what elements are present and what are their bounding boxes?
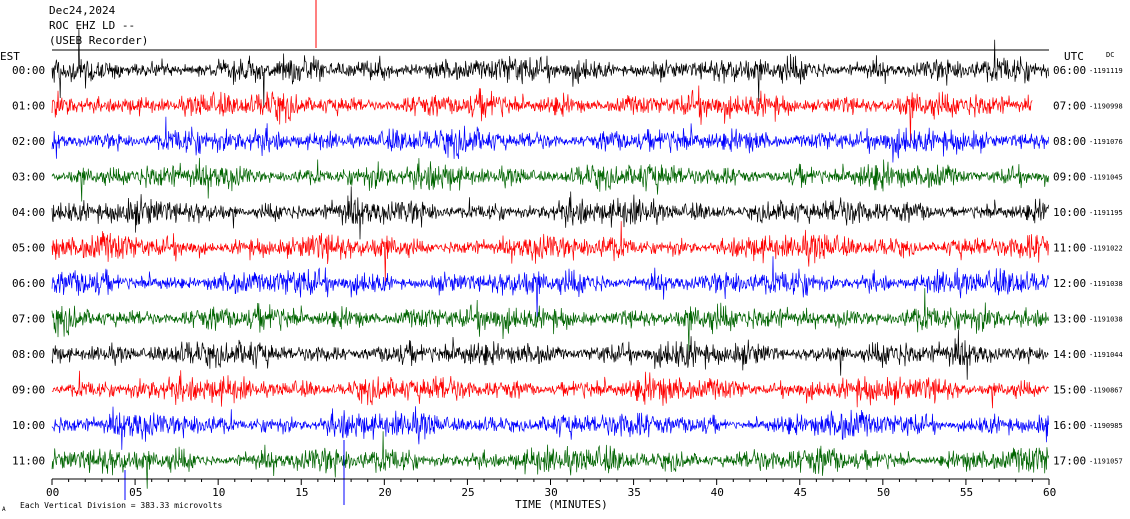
utc-hour-label: 11:00	[1053, 242, 1086, 255]
utc-hour-label: 10:00	[1053, 206, 1086, 219]
utc-hour-label: 06:00	[1053, 64, 1086, 77]
left-time-labels: 00:00 01:00 02:00 03:00 04:00 05:00 06:00 07:00…	[12, 64, 45, 468]
x-tick-label: 55	[960, 486, 973, 499]
dc-offset-labels: -1191119 -1190998 -1191076 -1191045 -1191195…	[1089, 67, 1123, 466]
dc-offset-value: -1191038	[1089, 280, 1123, 288]
utc-hour-label: 13:00	[1053, 313, 1086, 326]
x-tick-label: 50	[877, 486, 890, 499]
est-hour-label: 04:00	[12, 206, 45, 219]
dc-offset-value: -1191119	[1089, 67, 1123, 75]
x-tick-label: 10	[212, 486, 225, 499]
dc-offset-value: -1190867	[1089, 387, 1123, 395]
dc-offset-value: -1191195	[1089, 209, 1123, 217]
plot-frame	[51, 49, 1050, 485]
scale-footnote: Each Vertical Division = 383.33 microvol…	[20, 501, 222, 510]
seismogram-trace	[51, 28, 1049, 109]
dc-offset-value: -1191045	[1089, 174, 1123, 182]
est-hour-label: 10:00	[12, 419, 45, 432]
est-hour-label: 06:00	[12, 277, 45, 290]
utc-hour-label: 16:00	[1053, 419, 1086, 432]
est-hour-label: 09:00	[12, 384, 45, 397]
est-hour-label: 11:00	[12, 455, 45, 468]
x-tick-label: 40	[711, 486, 724, 499]
utc-hour-label: 09:00	[1053, 171, 1086, 184]
dc-header-label: DC	[1106, 51, 1114, 59]
seismogram-trace	[51, 221, 1049, 283]
left-axis-title: EST	[0, 50, 20, 63]
x-tick-labels: 00 05 10 15 20 25 30 35 40 45 50 55 60	[46, 486, 1056, 499]
x-tick-label: 25	[461, 486, 474, 499]
est-hour-label: 05:00	[12, 242, 45, 255]
corner-mark: A	[2, 506, 6, 513]
est-hour-label: 07:00	[12, 313, 45, 326]
seismogram-trace	[51, 370, 1049, 409]
recorder-label: (USEB Recorder)	[49, 34, 149, 47]
seismogram-trace	[51, 256, 1049, 318]
est-hour-label: 08:00	[12, 348, 45, 361]
right-time-labels: 06:00 07:00 08:00 09:00 10:00 11:00 12:00 13:00…	[1053, 64, 1086, 468]
seismogram-trace	[51, 431, 1049, 489]
x-tick-label: 45	[794, 486, 807, 499]
utc-hour-label: 14:00	[1053, 348, 1086, 361]
dc-offset-value: -1190998	[1089, 103, 1123, 111]
right-axis-title: UTC	[1064, 50, 1084, 63]
utc-hour-label: 07:00	[1053, 100, 1086, 113]
dc-offset-value: -1191022	[1089, 245, 1123, 253]
dc-offset-value: -1191076	[1089, 138, 1123, 146]
x-tick-label: 00	[46, 486, 59, 499]
dc-offset-value: -1190985	[1089, 422, 1123, 430]
x-tick-label: 60	[1043, 486, 1056, 499]
est-hour-label: 00:00	[12, 64, 45, 77]
utc-hour-label: 15:00	[1053, 384, 1086, 397]
date-label: Dec24,2024	[49, 4, 116, 17]
seismogram-trace	[51, 157, 1049, 202]
dc-offset-value: -1191044	[1089, 351, 1123, 359]
seismogram-trace	[51, 288, 1049, 353]
x-tick-label: 15	[295, 486, 308, 499]
dc-offset-value: -1191057	[1089, 458, 1123, 466]
seismogram-trace	[51, 186, 1049, 240]
utc-hour-label: 17:00	[1053, 455, 1086, 468]
seismogram-trace	[51, 406, 1049, 450]
seismogram-trace	[51, 116, 1049, 163]
utc-hour-label: 08:00	[1053, 135, 1086, 148]
x-tick-label: 20	[378, 486, 391, 499]
x-axis-label: TIME (MINUTES)	[515, 498, 608, 511]
est-hour-label: 02:00	[12, 135, 45, 148]
station-label: ROC EHZ LD --	[49, 19, 136, 32]
x-tick-label: 35	[628, 486, 641, 499]
est-hour-label: 03:00	[12, 171, 45, 184]
x-tick-label: 05	[129, 486, 142, 499]
dc-offset-value: -1191038	[1089, 316, 1123, 324]
seismogram-trace	[51, 329, 1049, 380]
trace-layer	[51, 0, 1049, 505]
est-hour-label: 01:00	[12, 100, 45, 113]
x-tick-label: 30	[545, 486, 558, 499]
seismogram-trace	[51, 85, 1033, 144]
utc-hour-label: 12:00	[1053, 277, 1086, 290]
